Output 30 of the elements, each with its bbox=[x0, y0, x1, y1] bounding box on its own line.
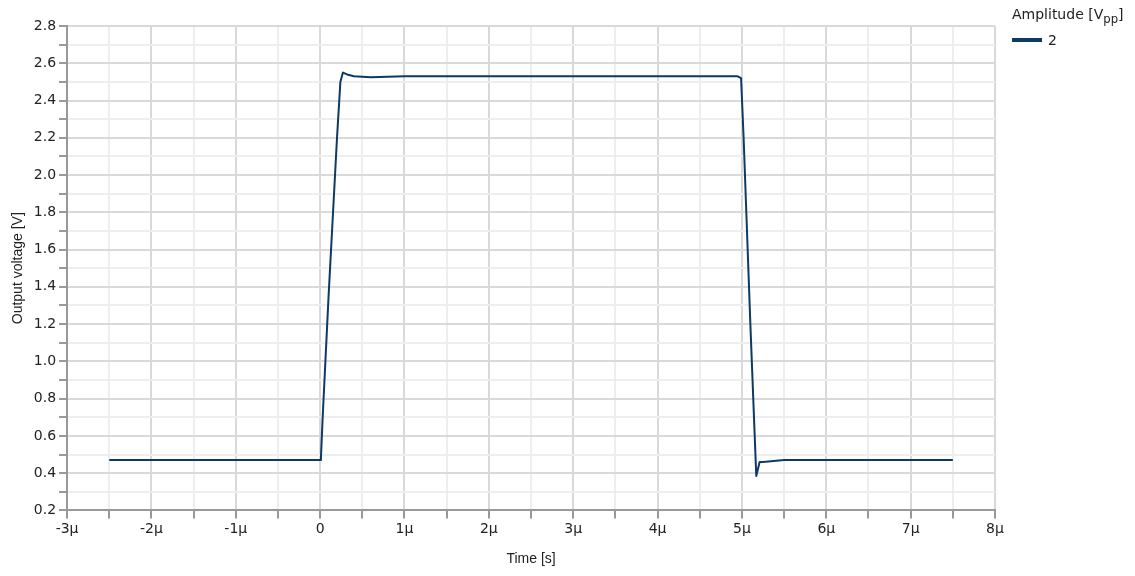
y-tick-label: 0.8 bbox=[33, 389, 57, 406]
y-tick-label: 1.4 bbox=[33, 277, 57, 294]
legend-title: Amplitude [V$_{pp}$] bbox=[1012, 6, 1124, 26]
y-tick-label: 1.2 bbox=[33, 314, 57, 331]
x-tick-label: 1µ bbox=[395, 520, 414, 537]
y-tick-label: 1.8 bbox=[33, 202, 57, 219]
x-tick-label: -2µ bbox=[139, 520, 163, 537]
x-tick-label: 2µ bbox=[479, 520, 498, 537]
x-tick-label: 8µ bbox=[986, 520, 1004, 537]
x-axis-title: Time [s] bbox=[506, 550, 556, 567]
y-tick-label: 1.6 bbox=[33, 240, 57, 257]
x-tick-label: 0 bbox=[315, 520, 325, 537]
x-tick-label: -3µ bbox=[55, 520, 79, 537]
y-tick-label: 1.0 bbox=[33, 351, 57, 368]
x-tick-label: 6µ bbox=[817, 520, 836, 537]
x-tick-label: 5µ bbox=[733, 520, 751, 537]
x-tick-label: 4µ bbox=[648, 520, 667, 537]
y-tick-label: 2.8 bbox=[33, 16, 57, 33]
y-tick-label: 2.6 bbox=[33, 53, 57, 70]
y-tick-label: 2.4 bbox=[33, 91, 57, 108]
y-tick-label: 0.2 bbox=[33, 501, 57, 518]
y-tick-label: 2.2 bbox=[33, 128, 57, 145]
y-tick-label: 2.0 bbox=[33, 165, 57, 182]
y-axis-title: Output voltage [V] bbox=[9, 212, 26, 325]
x-tick-label: 3µ bbox=[564, 520, 583, 537]
x-tick-label: 7µ bbox=[901, 520, 920, 537]
y-tick-label: 0.4 bbox=[33, 463, 57, 480]
y-tick-label: 0.6 bbox=[33, 426, 57, 443]
legend-label: 2 bbox=[1048, 31, 1057, 48]
x-tick-label: -1µ bbox=[224, 520, 248, 537]
